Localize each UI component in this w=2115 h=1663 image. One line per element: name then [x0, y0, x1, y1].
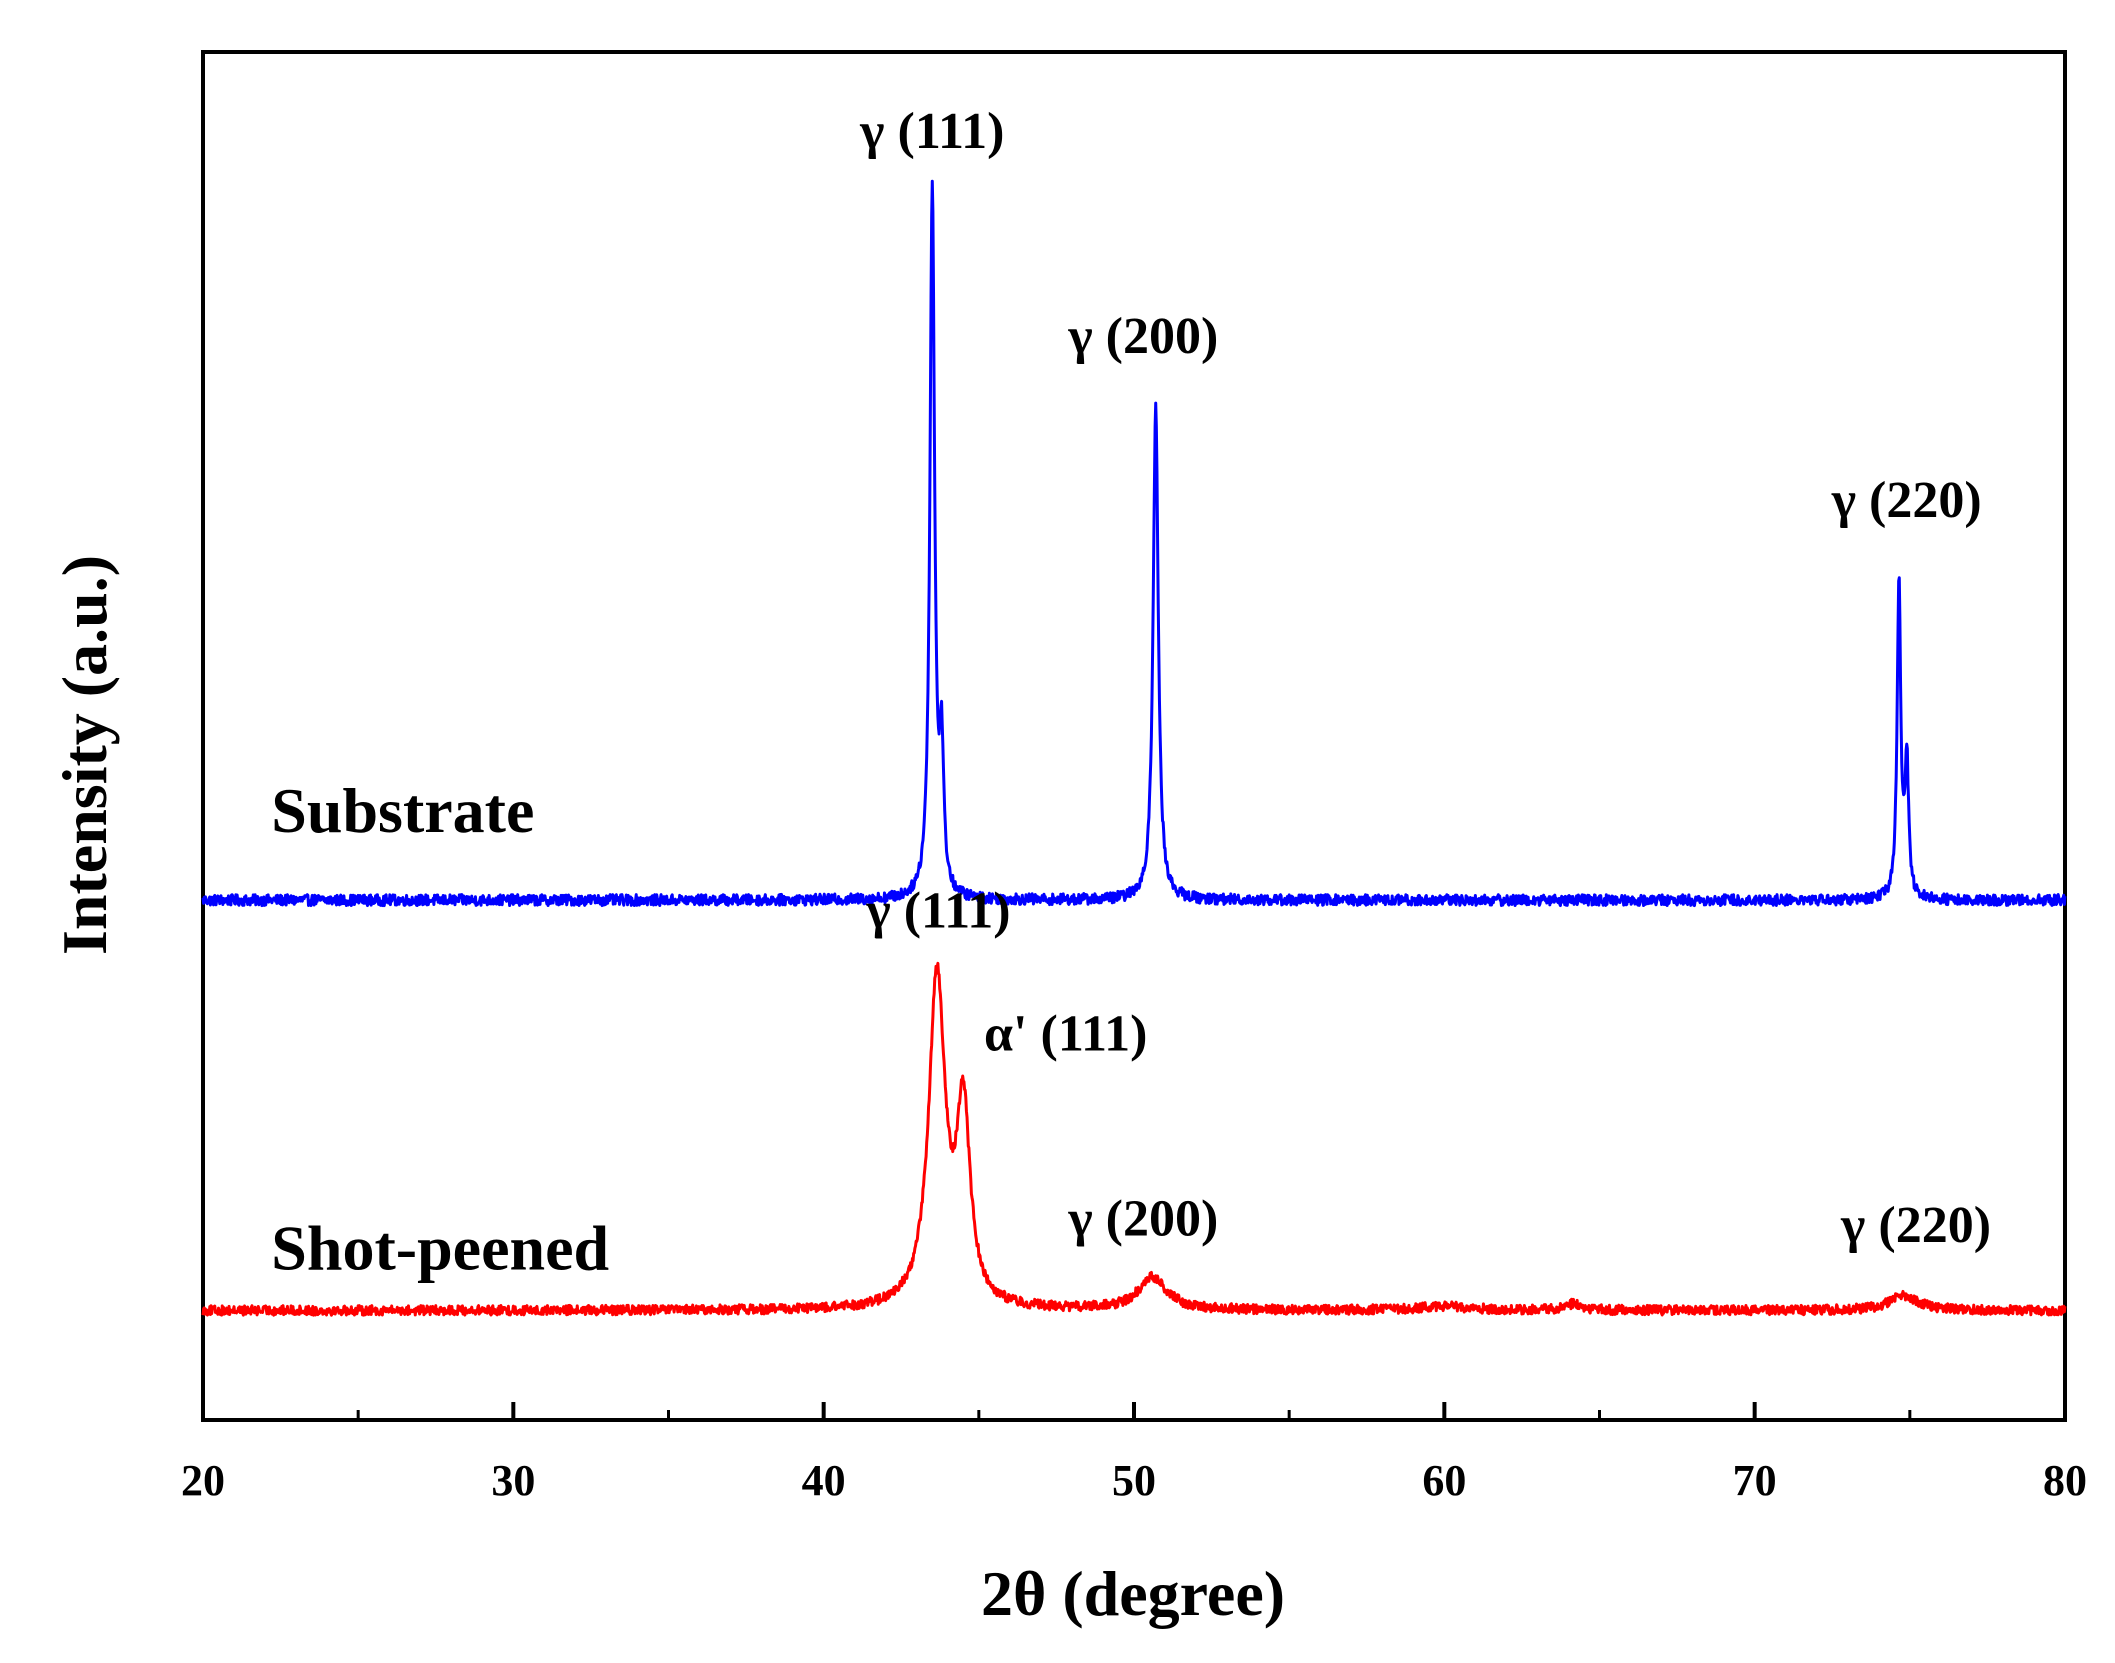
peak-annotation: γ (200): [1067, 1190, 1218, 1247]
series-layer: [201, 179, 2067, 1317]
substrate-line: [201, 179, 2067, 908]
peak-annotation: γ (200): [1067, 308, 1218, 365]
series-label-shot-peened: Shot-peened: [271, 1213, 609, 1284]
x-tick-label: 50: [1112, 1456, 1156, 1505]
x-axis-title: 2θ (degree): [981, 1558, 1285, 1629]
y-axis-title: Intensity (a.u.): [49, 555, 120, 955]
x-tick-label: 60: [1422, 1456, 1466, 1505]
peak-annotation: γ (220): [1840, 1197, 1991, 1254]
x-tick-label: 20: [181, 1456, 225, 1505]
peak-annotation: γ (111): [865, 883, 1010, 940]
x-tick-label: 30: [491, 1456, 535, 1505]
x-tick-label: 80: [2043, 1456, 2087, 1505]
ticks-layer: 20 30 40 50 60 70 80: [181, 1402, 2087, 1505]
labels-layer: Substrate Shot-peened γ (111) γ (200) γ (220…: [271, 103, 1991, 1284]
peak-annotation: γ (220): [1831, 472, 1982, 529]
shot-peened-line: [201, 961, 2067, 1317]
x-tick-label: 40: [802, 1456, 846, 1505]
series-label-substrate: Substrate: [271, 775, 534, 846]
x-tick-label: 70: [1733, 1456, 1777, 1505]
peak-annotation: γ (111): [859, 103, 1004, 160]
peak-annotation: α' (111): [984, 1006, 1147, 1063]
